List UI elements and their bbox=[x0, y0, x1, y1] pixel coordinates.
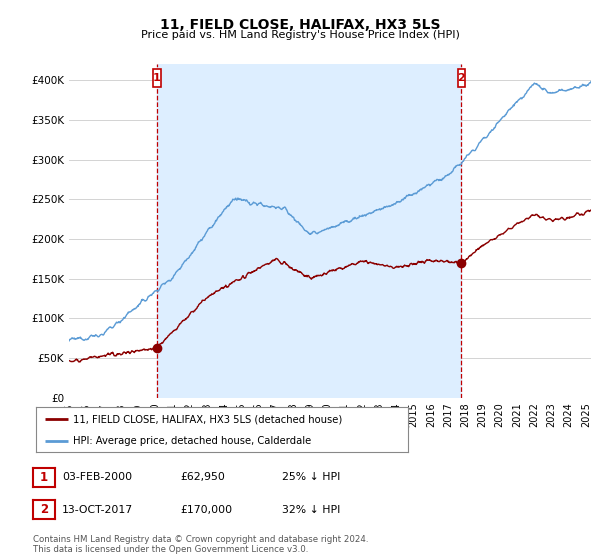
Text: 25% ↓ HPI: 25% ↓ HPI bbox=[282, 472, 340, 482]
FancyBboxPatch shape bbox=[458, 68, 466, 87]
Text: Contains HM Land Registry data © Crown copyright and database right 2024.
This d: Contains HM Land Registry data © Crown c… bbox=[33, 535, 368, 554]
Text: £170,000: £170,000 bbox=[180, 505, 232, 515]
Text: 11, FIELD CLOSE, HALIFAX, HX3 5LS (detached house): 11, FIELD CLOSE, HALIFAX, HX3 5LS (detac… bbox=[73, 414, 343, 424]
Text: Price paid vs. HM Land Registry's House Price Index (HPI): Price paid vs. HM Land Registry's House … bbox=[140, 30, 460, 40]
FancyBboxPatch shape bbox=[153, 68, 161, 87]
Text: 03-FEB-2000: 03-FEB-2000 bbox=[62, 472, 132, 482]
Bar bbox=[157, 64, 461, 398]
Text: £62,950: £62,950 bbox=[180, 472, 225, 482]
Text: 13-OCT-2017: 13-OCT-2017 bbox=[62, 505, 133, 515]
Text: 1: 1 bbox=[153, 73, 161, 83]
Text: 1: 1 bbox=[40, 470, 48, 484]
Text: 11, FIELD CLOSE, HALIFAX, HX3 5LS: 11, FIELD CLOSE, HALIFAX, HX3 5LS bbox=[160, 18, 440, 32]
Text: 2: 2 bbox=[40, 503, 48, 516]
Text: 2: 2 bbox=[458, 73, 466, 83]
Text: 32% ↓ HPI: 32% ↓ HPI bbox=[282, 505, 340, 515]
Text: HPI: Average price, detached house, Calderdale: HPI: Average price, detached house, Cald… bbox=[73, 436, 311, 446]
